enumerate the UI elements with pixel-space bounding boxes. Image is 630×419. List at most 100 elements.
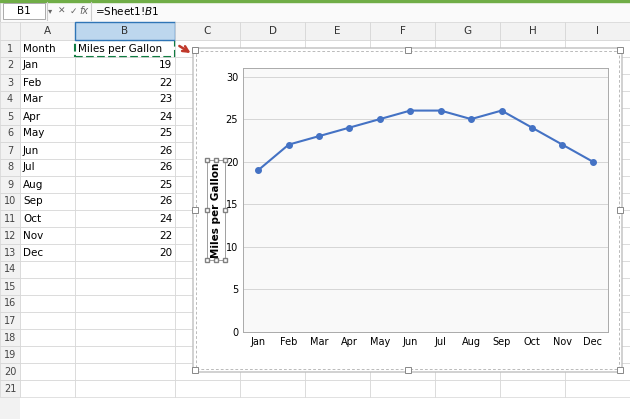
Bar (240, 193, 305, 210)
Bar (75, 159, 175, 176)
Bar (435, 176, 500, 193)
Text: 19: 19 (159, 60, 172, 70)
Bar (75, 125, 175, 142)
Bar (305, 142, 370, 159)
Text: 26: 26 (159, 197, 172, 207)
Bar (370, 210, 435, 227)
Bar (565, 329, 630, 346)
Bar (305, 329, 370, 346)
Bar (75, 312, 175, 329)
Bar (305, 193, 370, 210)
Text: 25: 25 (159, 179, 172, 189)
Text: Oct: Oct (23, 214, 41, 223)
Bar (370, 40, 435, 57)
Bar (20, 380, 75, 397)
Text: 20: 20 (159, 248, 172, 258)
Bar (75, 74, 175, 91)
Bar (75, 176, 175, 193)
Bar (240, 142, 305, 159)
FancyBboxPatch shape (193, 48, 622, 372)
Bar (565, 363, 630, 380)
Text: 8: 8 (7, 163, 13, 173)
Bar (192, 207, 198, 213)
Bar (175, 91, 240, 108)
Text: I: I (596, 26, 599, 36)
Bar (175, 295, 240, 312)
Bar (500, 363, 565, 380)
Bar (370, 380, 435, 397)
Bar (175, 346, 240, 363)
Bar (20, 91, 75, 108)
Bar (175, 312, 240, 329)
Bar (20, 227, 75, 244)
Bar (75, 295, 175, 312)
Bar (75, 363, 175, 380)
Bar (305, 22, 370, 40)
Bar (617, 47, 623, 53)
Bar (3, 3, 45, 19)
Bar (0, 108, 20, 125)
Text: F: F (399, 26, 406, 36)
Bar (0, 142, 20, 159)
Bar (75, 261, 175, 278)
Bar (240, 380, 305, 397)
Bar (20, 57, 75, 74)
Text: 13: 13 (4, 248, 16, 258)
Bar (565, 22, 630, 40)
Bar (0, 244, 20, 261)
Text: ✓: ✓ (69, 7, 77, 16)
Bar (0, 329, 20, 346)
Bar (500, 329, 565, 346)
Bar (20, 193, 75, 210)
Bar (305, 74, 370, 91)
Bar (240, 74, 305, 91)
Bar (370, 57, 435, 74)
Bar (565, 91, 630, 108)
Bar (305, 159, 370, 176)
Bar (565, 278, 630, 295)
Bar (370, 329, 435, 346)
Bar (305, 312, 370, 329)
Bar (175, 142, 240, 159)
Bar (500, 244, 565, 261)
Bar (500, 346, 565, 363)
Bar (175, 193, 240, 210)
Text: Apr: Apr (23, 111, 41, 122)
Bar (435, 380, 500, 397)
Bar (0, 312, 20, 329)
Bar (500, 159, 565, 176)
Bar (0, 22, 630, 40)
Bar (75, 380, 175, 397)
Text: 23: 23 (159, 95, 172, 104)
Bar (20, 125, 75, 142)
Bar (435, 329, 500, 346)
Bar (75, 108, 175, 125)
Text: 20: 20 (4, 367, 16, 377)
Text: 24: 24 (159, 214, 172, 223)
Bar (240, 108, 305, 125)
Text: 26: 26 (159, 145, 172, 155)
Text: 11: 11 (4, 214, 16, 223)
Bar (75, 244, 175, 261)
Text: Nov: Nov (23, 230, 43, 241)
Text: Feb: Feb (23, 78, 41, 88)
Bar (20, 363, 75, 380)
Bar (20, 346, 75, 363)
Bar (305, 346, 370, 363)
Text: Sep: Sep (23, 197, 43, 207)
Bar (565, 125, 630, 142)
Bar (370, 159, 435, 176)
Bar (617, 207, 623, 213)
Bar (75, 142, 175, 159)
Bar (240, 295, 305, 312)
Text: Mar: Mar (23, 95, 43, 104)
Bar (20, 40, 75, 57)
Bar (370, 91, 435, 108)
Bar (435, 142, 500, 159)
Text: 10: 10 (4, 197, 16, 207)
Text: 6: 6 (7, 129, 13, 139)
Bar (240, 91, 305, 108)
Bar (75, 278, 175, 295)
Bar (435, 363, 500, 380)
Bar (500, 176, 565, 193)
